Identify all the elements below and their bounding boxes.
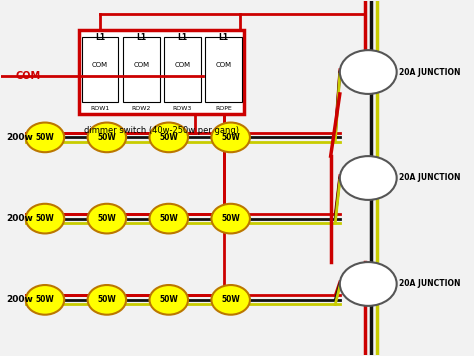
Circle shape (149, 285, 188, 315)
Text: 50W: 50W (221, 295, 240, 304)
Circle shape (88, 122, 126, 152)
Text: L1: L1 (95, 33, 105, 42)
Text: COM: COM (15, 71, 40, 81)
Text: 50W: 50W (159, 214, 178, 223)
Text: ROW2: ROW2 (132, 106, 151, 111)
Text: COM: COM (133, 62, 149, 68)
Text: 50W: 50W (36, 295, 55, 304)
Text: ROW3: ROW3 (173, 106, 192, 111)
FancyBboxPatch shape (79, 30, 245, 114)
Circle shape (26, 285, 64, 315)
Circle shape (88, 204, 126, 234)
FancyBboxPatch shape (123, 37, 160, 102)
Text: L1: L1 (136, 33, 146, 42)
Circle shape (88, 285, 126, 315)
Text: 200w: 200w (6, 133, 33, 142)
Text: COM: COM (92, 62, 108, 68)
Text: 50W: 50W (98, 295, 116, 304)
Circle shape (340, 262, 397, 306)
Circle shape (211, 204, 250, 234)
Circle shape (26, 122, 64, 152)
Text: ROW1: ROW1 (91, 106, 109, 111)
Text: 50W: 50W (159, 295, 178, 304)
Circle shape (149, 122, 188, 152)
Text: 20A JUNCTION: 20A JUNCTION (399, 68, 460, 77)
Text: 50W: 50W (221, 214, 240, 223)
Circle shape (26, 204, 64, 234)
Text: 50W: 50W (98, 133, 116, 142)
Text: 200w: 200w (6, 214, 33, 223)
Text: 20A JUNCTION: 20A JUNCTION (399, 279, 460, 288)
Circle shape (149, 204, 188, 234)
Text: 50W: 50W (98, 214, 116, 223)
Text: 50W: 50W (221, 133, 240, 142)
Text: dimmer switch (40w-250w per gang): dimmer switch (40w-250w per gang) (84, 126, 239, 135)
Text: L1: L1 (219, 33, 229, 42)
Text: ROPE: ROPE (215, 106, 232, 111)
Circle shape (340, 50, 397, 94)
Text: 50W: 50W (159, 133, 178, 142)
Circle shape (211, 285, 250, 315)
Text: 50W: 50W (36, 214, 55, 223)
Text: COM: COM (174, 62, 191, 68)
Text: 200w: 200w (6, 295, 33, 304)
Text: 20A JUNCTION: 20A JUNCTION (399, 173, 460, 183)
Text: L1: L1 (177, 33, 188, 42)
Circle shape (340, 156, 397, 200)
FancyBboxPatch shape (82, 37, 118, 102)
FancyBboxPatch shape (164, 37, 201, 102)
Circle shape (211, 122, 250, 152)
Text: COM: COM (216, 62, 232, 68)
FancyBboxPatch shape (205, 37, 242, 102)
Text: 50W: 50W (36, 133, 55, 142)
